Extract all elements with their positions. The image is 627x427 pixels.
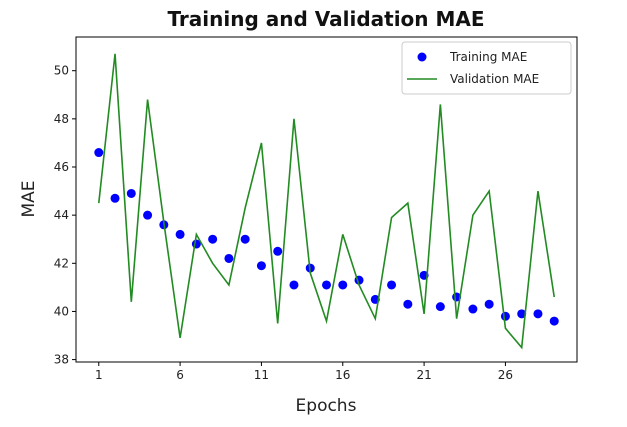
y-tick-label-46: 46 (54, 160, 69, 174)
point-training-mae-12 (273, 246, 283, 256)
point-training-mae-15 (322, 280, 331, 290)
point-training-mae-24 (468, 304, 478, 314)
x-tick-label-11: 11 (254, 368, 269, 382)
y-tick-label-50: 50 (54, 64, 69, 78)
point-training-mae-3 (126, 188, 136, 198)
point-training-mae-11 (256, 261, 266, 271)
x-axis: 1 6 11 16 21 26 (95, 362, 513, 382)
point-training-mae-25 (484, 299, 494, 309)
series-line-validation-mae (97, 53, 556, 350)
point-training-mae-27 (517, 309, 527, 319)
y-tick-label-42: 42 (54, 256, 69, 270)
point-training-mae-20 (403, 299, 413, 309)
point-training-mae-26 (500, 311, 510, 321)
x-tick-label-1: 1 (95, 368, 103, 382)
y-axis: 38 40 42 44 46 48 50 (54, 64, 76, 367)
point-training-mae-1 (94, 148, 104, 158)
point-training-mae-19 (387, 280, 397, 290)
point-training-mae-29 (549, 316, 559, 326)
y-tick-label-40: 40 (54, 304, 69, 318)
legend-label-training: Training MAE (449, 50, 527, 64)
y-axis-label: MAE (19, 180, 39, 217)
point-training-mae-28 (533, 309, 543, 319)
y-tick-label-44: 44 (54, 208, 69, 222)
legend-box (401, 41, 572, 95)
chart-title: Training and Validation MAE (167, 7, 484, 31)
point-training-mae-10 (240, 234, 250, 244)
point-training-mae-22 (435, 302, 445, 312)
point-training-mae-2 (110, 193, 120, 203)
legend-label-validation: Validation MAE (450, 72, 539, 86)
point-training-mae-16 (338, 280, 348, 290)
legend: Training MAE Validation MAE (401, 41, 572, 95)
point-training-mae-8 (208, 234, 218, 244)
y-tick-label-48: 48 (54, 112, 69, 126)
point-training-mae-4 (143, 210, 153, 220)
x-axis-label: Epochs (296, 396, 357, 416)
x-tick-label-16: 16 (335, 368, 350, 382)
point-training-mae-6 (175, 229, 185, 239)
point-training-mae-13 (289, 280, 299, 290)
x-tick-label-21: 21 (416, 368, 431, 382)
x-tick-label-6: 6 (176, 368, 184, 382)
legend-marker-training (417, 52, 427, 62)
y-tick-label-38: 38 (54, 353, 69, 367)
plot-area (94, 53, 559, 350)
axes-frame (75, 36, 578, 363)
x-tick-label-26: 26 (498, 368, 513, 382)
point-training-mae-9 (224, 253, 234, 263)
